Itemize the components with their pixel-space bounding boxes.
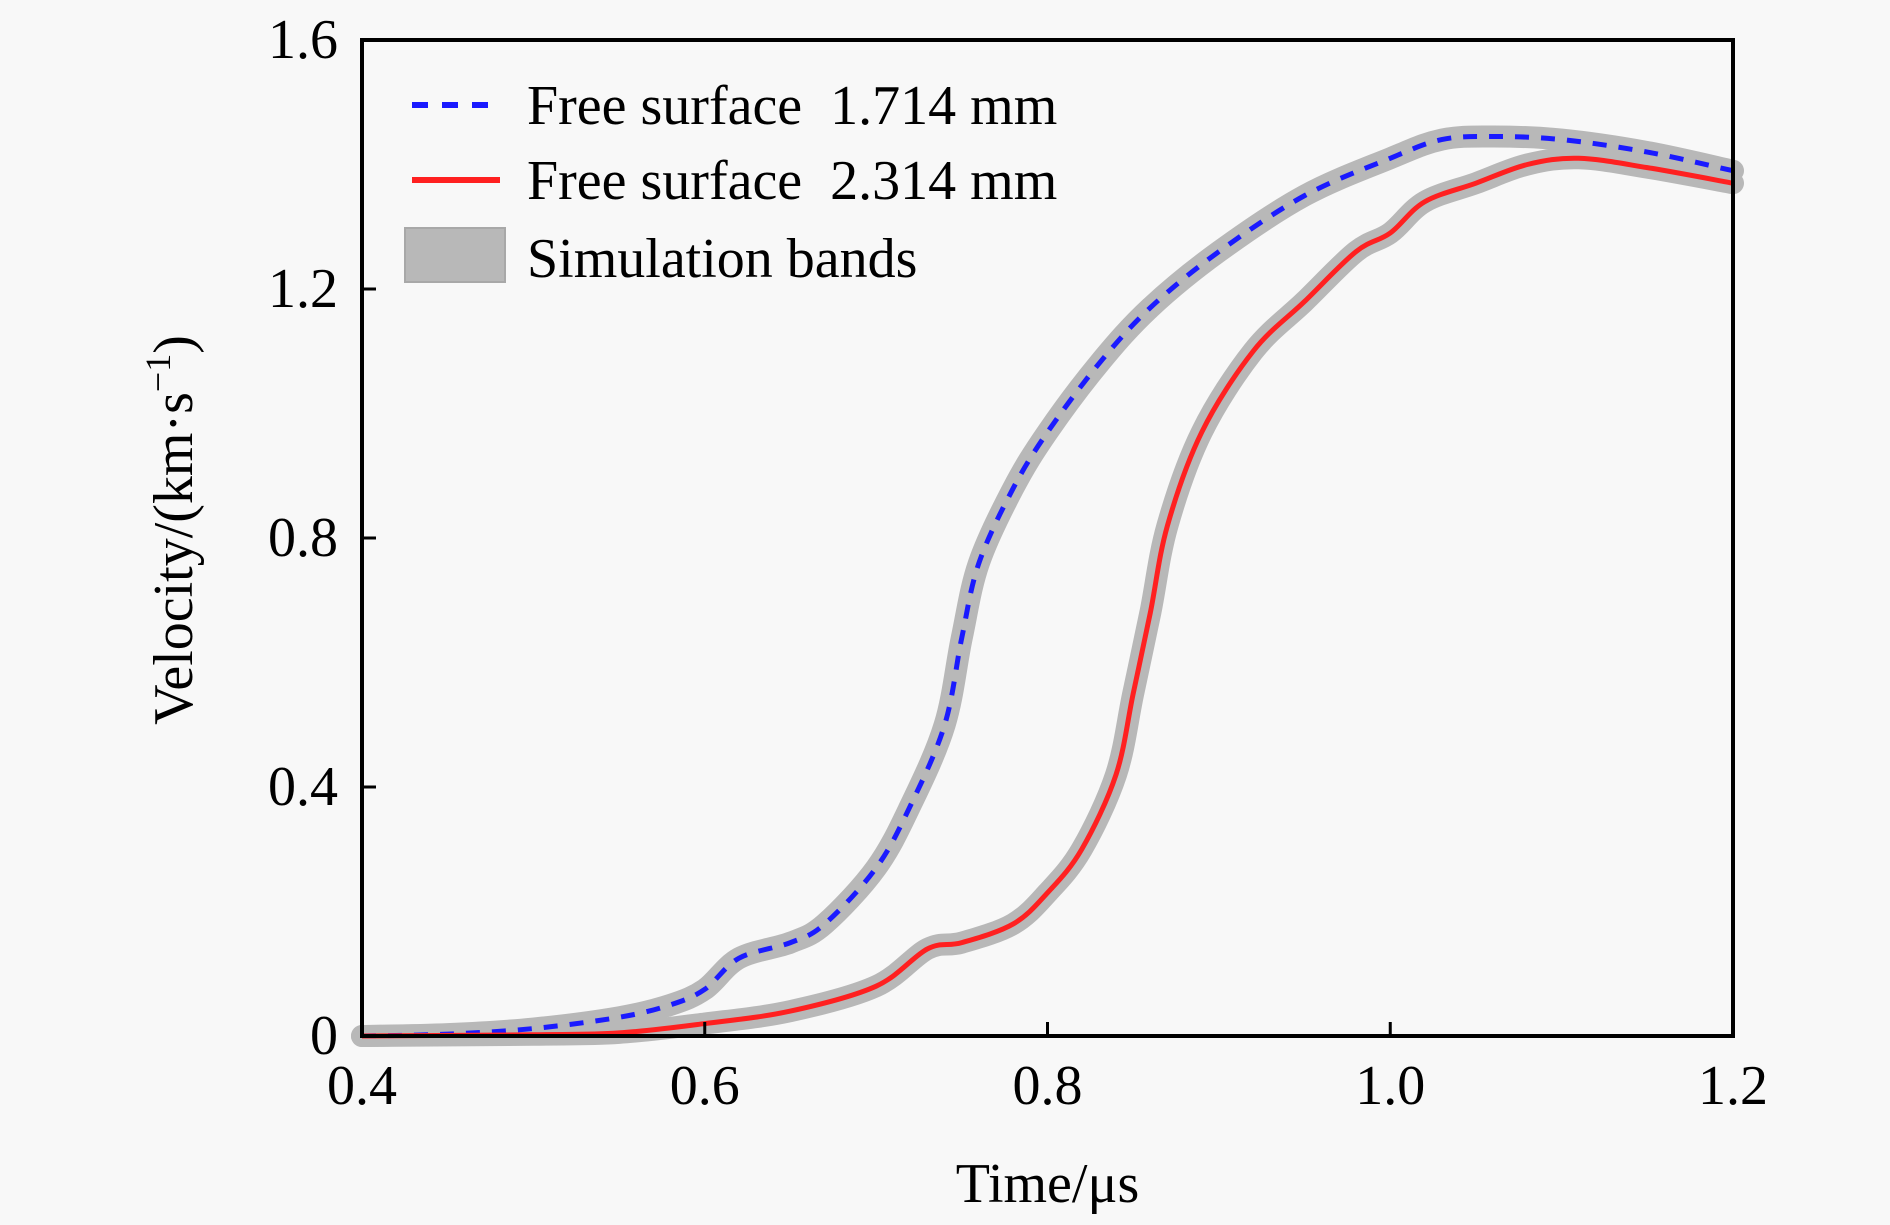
- series-line-2: [361, 155, 1734, 1039]
- x-tick-label: 0.8: [1013, 1055, 1083, 1117]
- x-tick-label: 0.6: [670, 1055, 740, 1117]
- y-axis: 0 0.4 0.8 1.2 1.6: [268, 9, 376, 1067]
- y-axis-label-close: ): [143, 335, 205, 354]
- gray-patch-icon: [404, 227, 506, 283]
- legend-label-2314: Free surface 2.314 mm: [527, 150, 1057, 212]
- series-lines: [361, 133, 1734, 1039]
- y-tick-label: 1.6: [268, 9, 338, 71]
- x-tick-label: 1.2: [1698, 1055, 1768, 1117]
- legend-label-1714: Free surface 1.714 mm: [527, 75, 1057, 137]
- y-tick-label: 0.4: [268, 756, 338, 818]
- y-axis-label-main: Velocity/(km·s: [143, 392, 205, 725]
- x-tick-label: 0.4: [327, 1055, 397, 1117]
- y-axis-label: Velocity/(km·s−1): [138, 335, 205, 725]
- x-axis-label: Time/μs: [956, 1153, 1140, 1215]
- x-tick-label: 1.0: [1355, 1055, 1425, 1117]
- y-tick-label: 0: [310, 1005, 338, 1067]
- simulation-band-1: [351, 125, 1744, 1047]
- x-axis: 0.4 0.6 0.8 1.0 1.2: [327, 1022, 1768, 1117]
- y-tick-label: 1.2: [268, 258, 338, 320]
- legend-label-bands: Simulation bands: [527, 228, 917, 290]
- y-tick-label: 0.8: [268, 507, 338, 569]
- y-axis-label-superscript: −1: [138, 354, 178, 392]
- legend: Free surface 1.714 mm Free surface 2.314…: [404, 75, 1057, 290]
